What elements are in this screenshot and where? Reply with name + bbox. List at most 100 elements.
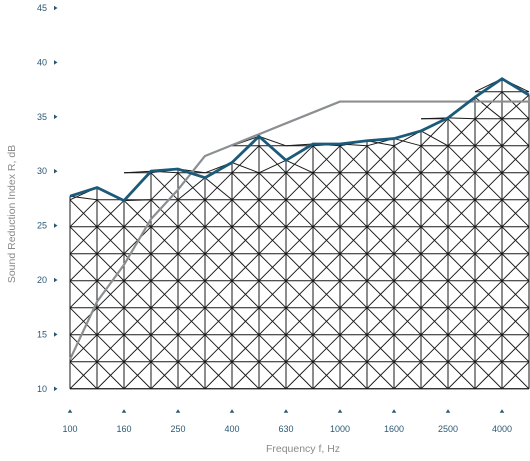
y-tick-label: 35 [37, 112, 47, 122]
cross-hatch-fill [69, 78, 530, 390]
hatch-line [393, 361, 422, 390]
hatch-line [366, 226, 395, 255]
hatch-line [204, 199, 233, 228]
hatch-line [393, 199, 422, 228]
hatch-line [312, 334, 341, 363]
hatch-line [393, 280, 422, 309]
hatch-line [96, 280, 125, 309]
hatch-line [312, 172, 341, 201]
hatch-line [447, 307, 476, 336]
hatch-line [420, 118, 449, 147]
y-axis-ticks: 10 15 20 25 30 35 40 45 [37, 3, 58, 394]
hatch-line [204, 226, 233, 255]
hatch-line [285, 307, 314, 336]
hatch-line [177, 226, 206, 255]
hatch-line [339, 361, 368, 390]
x-tick-marker [499, 409, 505, 413]
hatch-line [474, 96, 503, 120]
hatch-line [204, 307, 233, 336]
hatch-line [231, 145, 260, 174]
hatch-line [366, 280, 395, 309]
x-axis-ticks: 100 160 250 400 630 1000 1600 2500 4000 [62, 409, 512, 434]
hatch-line [366, 361, 395, 390]
hatch-line [285, 361, 314, 390]
hatch-line [474, 199, 503, 228]
hatch-line [177, 280, 206, 309]
hatch-line [339, 307, 368, 336]
hatch-line [447, 118, 476, 147]
hatch-line [150, 280, 179, 309]
hatch-line [123, 200, 152, 228]
hatch-line [258, 172, 287, 201]
hatch-line [177, 334, 206, 363]
hatch-line [177, 177, 206, 201]
hatch-line [204, 177, 233, 201]
x-tick-marker [445, 409, 451, 413]
y-tick-marker [54, 332, 58, 337]
hatch-line [177, 307, 206, 336]
hatch-line [501, 118, 530, 147]
hatch-line [366, 253, 395, 282]
y-tick-label: 25 [37, 221, 47, 231]
hatch-line [474, 172, 503, 201]
hatch-line [96, 226, 125, 255]
hatch-line [447, 117, 476, 120]
hatch-line [285, 334, 314, 363]
hatch-line [501, 145, 530, 174]
hatch-line [231, 162, 260, 174]
hatch-line [366, 199, 395, 228]
y-tick-marker [54, 5, 58, 11]
hatch-line [177, 253, 206, 282]
hatch-line [150, 199, 179, 228]
hatch-line [258, 334, 287, 363]
hatch-line [366, 145, 395, 174]
y-tick-marker [54, 386, 58, 392]
hatch-line [447, 253, 476, 282]
hatch-line [204, 172, 233, 201]
hatch-line [501, 199, 530, 228]
hatch-line [447, 145, 476, 174]
hatch-line [204, 253, 233, 282]
y-tick-label: 15 [37, 329, 47, 339]
hatch-line [258, 226, 287, 255]
hatch-line [393, 253, 422, 282]
measured-series-line [69, 77, 530, 202]
hatch-line [447, 361, 476, 390]
hatch-line [123, 361, 152, 390]
hatch-line [69, 199, 98, 228]
hatch-line [447, 172, 476, 201]
hatch-line [474, 361, 503, 390]
hatch-line [420, 334, 449, 363]
hatch-line [150, 307, 179, 336]
hatch-line [420, 226, 449, 255]
hatch-line [96, 307, 125, 336]
hatch-line [69, 280, 98, 309]
hatch-line [501, 94, 530, 120]
hatch-line [339, 280, 368, 309]
hatch-line [420, 172, 449, 201]
hatch-line [258, 253, 287, 282]
hatch-line [420, 199, 449, 228]
x-tick-marker [175, 409, 181, 413]
x-tick-label: 250 [170, 424, 185, 434]
hatch-line [69, 361, 98, 390]
x-tick-label: 4000 [492, 424, 512, 434]
x-tick-label: 400 [224, 424, 239, 434]
hatch-line [501, 172, 530, 201]
y-tick-label: 45 [37, 3, 47, 13]
hatch-line [123, 280, 152, 309]
hatch-line [177, 199, 206, 228]
hatch-line [69, 195, 98, 201]
hatch-line [393, 138, 422, 147]
hatch-line [474, 91, 503, 120]
hatch-line [150, 226, 179, 255]
hatch-line [96, 334, 125, 363]
hatch-line [231, 361, 260, 390]
hatch-line [258, 361, 287, 390]
x-tick-marker [229, 409, 235, 413]
hatch-line [123, 307, 152, 336]
x-tick-label: 1000 [330, 424, 350, 434]
x-tick-marker [67, 409, 73, 413]
hatch-line [69, 226, 98, 255]
